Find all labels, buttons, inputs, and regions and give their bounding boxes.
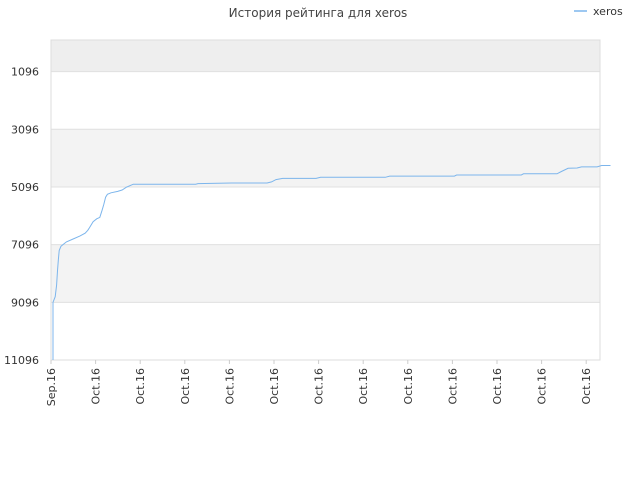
y-axis-ticks: 1096 3096 5096 7096 9096 11096 [4, 66, 39, 367]
series-line-xeros [52, 165, 611, 360]
y-tick-label: 11096 [4, 354, 39, 367]
plot-band [51, 302, 600, 360]
x-tick-label: Oct.16 [179, 368, 192, 405]
chart-title: История рейтинга для xeros [229, 6, 408, 20]
legend-label-xeros: xeros [593, 5, 623, 18]
x-tick-label: Oct.16 [402, 368, 415, 405]
legend[interactable]: xeros [574, 5, 623, 18]
x-tick-label: Oct.16 [446, 368, 459, 405]
x-tick-label: Oct.16 [90, 368, 103, 405]
x-tick-label: Oct.16 [357, 368, 370, 405]
plot-bands [51, 40, 600, 360]
x-tick-label: Sep.16 [45, 368, 58, 406]
y-tick-label: 9096 [11, 296, 39, 309]
x-tick-label: Oct.16 [223, 368, 236, 405]
plot-band [51, 71, 600, 130]
y-tick-label: 5096 [11, 181, 39, 194]
plot-band [51, 129, 600, 187]
x-tick-label: Oct.16 [313, 368, 326, 405]
y-tick-label: 7096 [11, 239, 39, 252]
plot-band [51, 40, 600, 72]
plot-band [51, 244, 600, 303]
x-axis-ticks: Sep.16 Oct.16 Oct.16 Oct.16 Oct.16 Oct.16 Oct.… [45, 360, 593, 406]
x-tick-label: Oct.16 [134, 368, 147, 405]
x-tick-label: Oct.16 [580, 368, 593, 405]
plot-band [51, 186, 600, 245]
x-tick-label: Oct.16 [491, 368, 504, 405]
y-tick-label: 1096 [11, 66, 39, 79]
plot-border [50, 39, 601, 361]
x-tick-label: Oct.16 [536, 368, 549, 405]
y-tick-label: 3096 [11, 123, 39, 136]
x-tick-label: Oct.16 [268, 368, 281, 405]
